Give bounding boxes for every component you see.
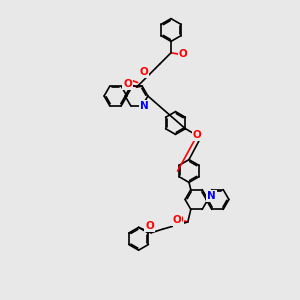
Text: O: O (193, 130, 202, 140)
Text: O: O (174, 215, 183, 226)
Text: N: N (207, 191, 216, 201)
Text: O: O (178, 49, 188, 59)
Text: O: O (172, 214, 181, 225)
Text: O: O (139, 67, 148, 77)
Text: O: O (145, 221, 154, 231)
Text: N: N (140, 101, 149, 111)
Text: O: O (123, 79, 132, 89)
